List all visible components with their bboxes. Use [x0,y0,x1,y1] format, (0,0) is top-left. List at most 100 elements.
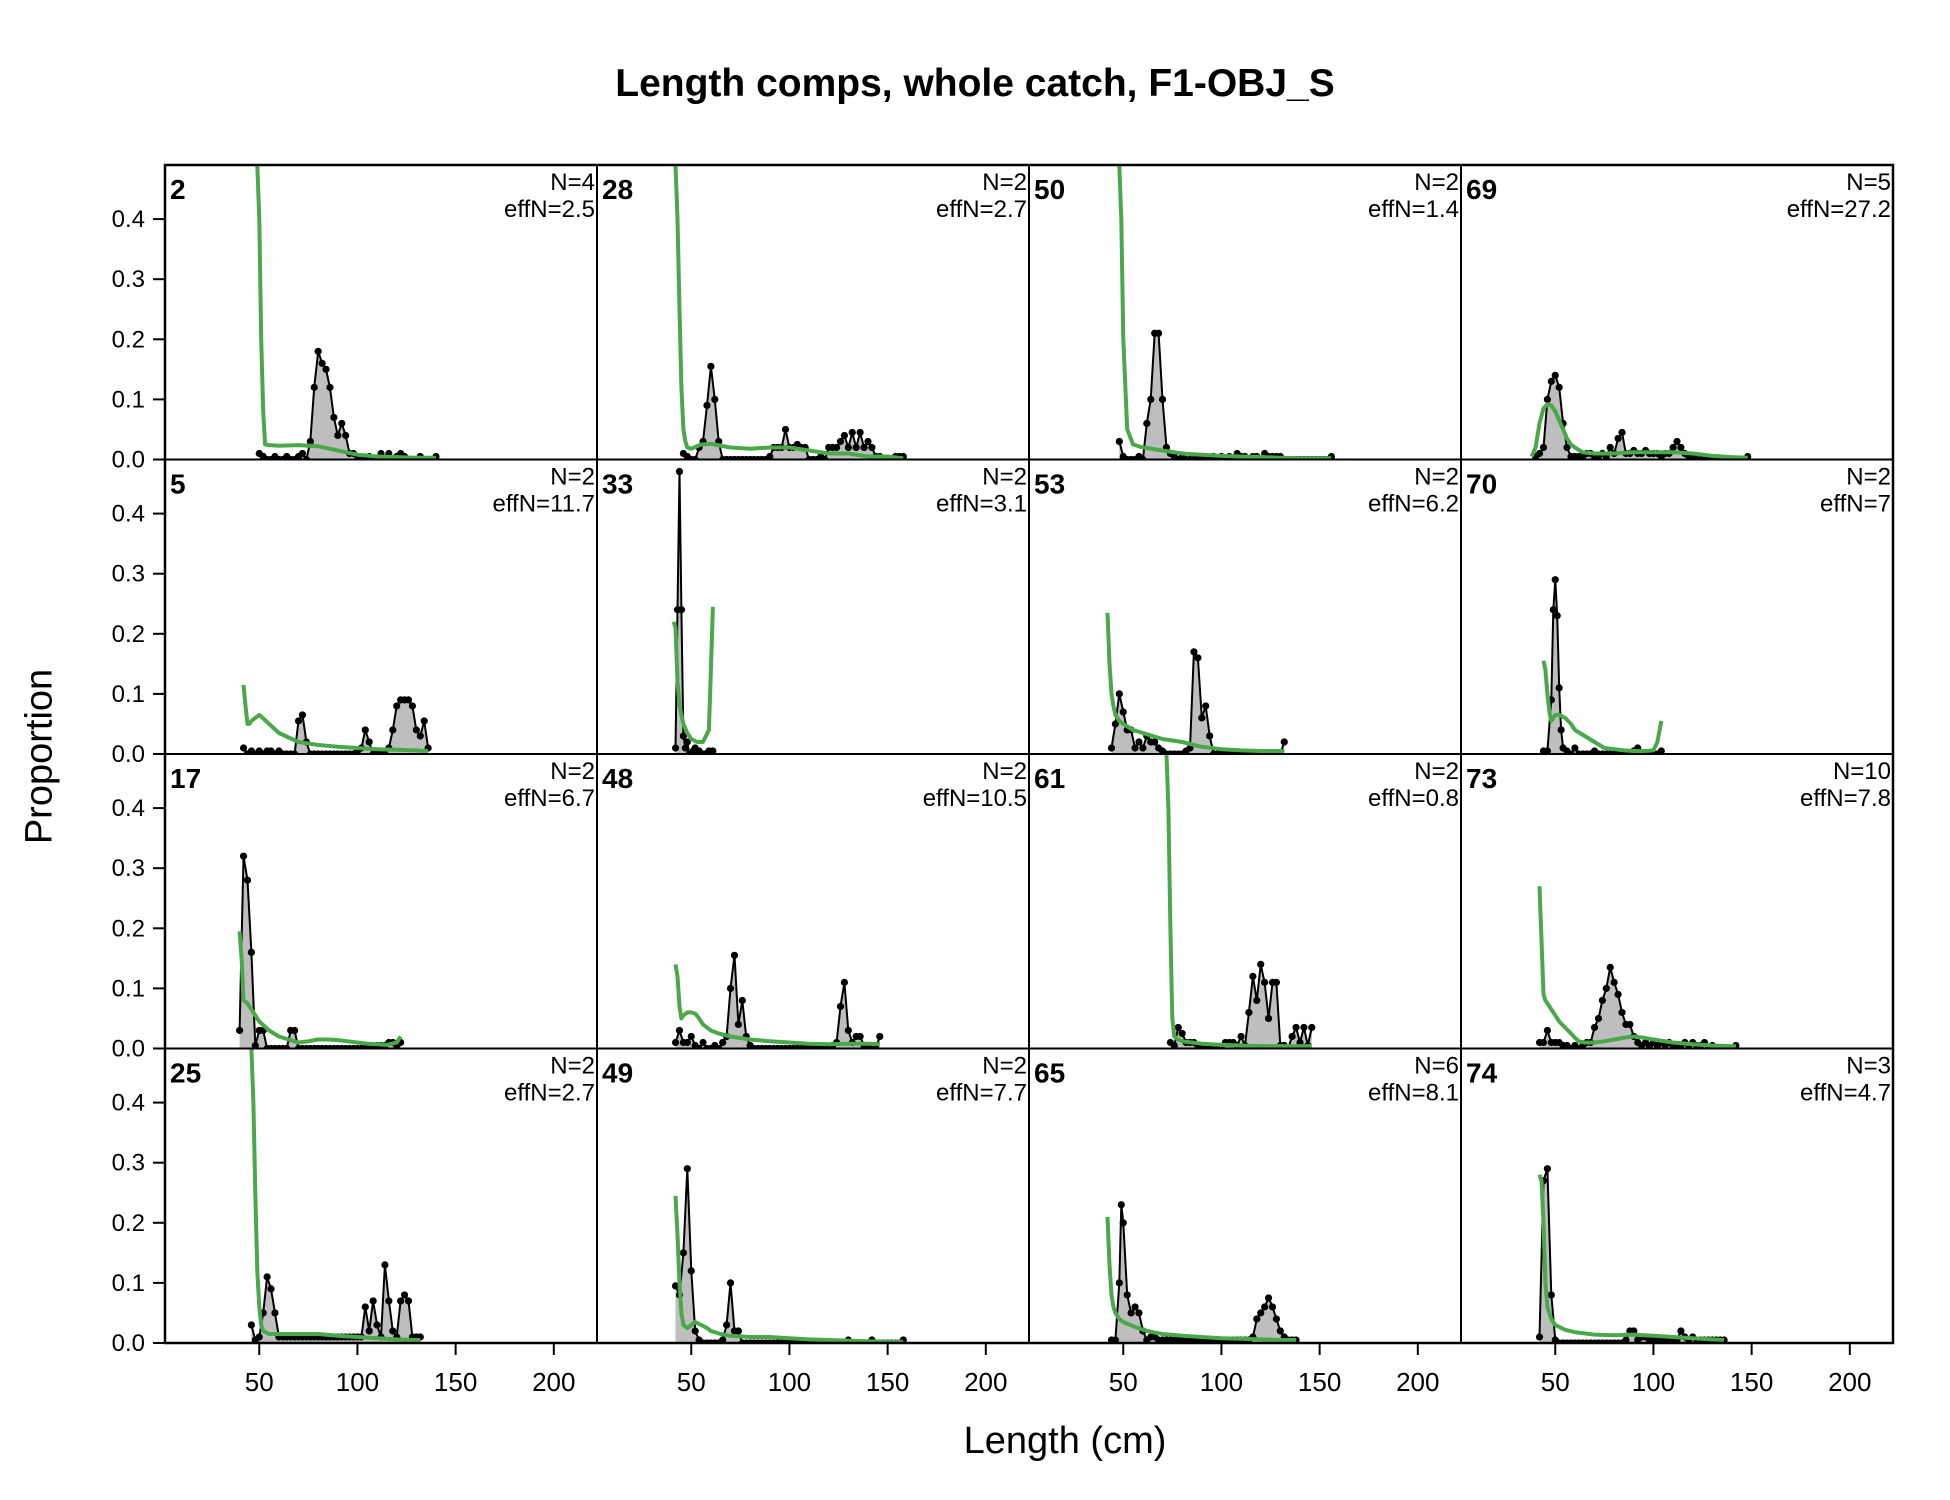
observed-point [1272,978,1281,986]
expected-line [671,606,715,744]
y-tick-label: 0.4 [112,1090,145,1117]
observed-point [1551,576,1559,584]
observed-point [1268,1303,1277,1311]
y-axis-title: Proportion [18,668,61,845]
x-axis-title: Length (cm) [963,1420,1167,1462]
observed-point [1598,996,1606,1005]
observed-point [385,1297,393,1305]
observed-point [255,1333,263,1341]
observed-point [1194,654,1202,662]
observed-point [318,359,326,367]
observed-point [1543,747,1551,754]
observed-point [1618,428,1626,437]
x-tick-label: 200 [1828,1367,1871,1397]
panel-effn: effN=10.5 [923,785,1027,812]
observed-point [1135,738,1143,746]
observed-point [687,1032,695,1041]
observed-point [1198,714,1206,722]
observed-line [1538,1168,1725,1343]
observed-point [369,1297,377,1305]
observed-point [314,347,322,355]
observed-point [243,876,252,884]
observed-point [726,984,735,992]
panel-effn: effN=7.8 [1800,785,1891,812]
observed-point [291,1026,299,1035]
observed-point [1117,1201,1125,1209]
observed-point [404,696,413,704]
panel-n: N=3 [1846,1053,1891,1080]
observed-point [271,1309,279,1317]
expected-line [237,931,403,1047]
observed-point [412,726,420,734]
panel-effn: effN=2.7 [504,1080,595,1107]
panel-effn: effN=3.1 [936,491,1027,518]
panel-n: N=2 [1414,464,1459,491]
panel-effn: effN=27.2 [1787,196,1891,223]
observed-point [840,978,849,986]
observed-point [1594,1014,1603,1023]
observed-point [781,425,790,434]
observed-point [683,1165,691,1173]
observed-point [1557,726,1565,734]
expected-line [1541,660,1664,753]
panel-n: N=2 [550,1053,595,1080]
observed-point [1308,1023,1316,1032]
observed-point [1264,1014,1273,1023]
observed-line [258,350,437,460]
observed-point [1571,744,1579,752]
observed-point [1551,371,1559,379]
y-tick-label: 0.3 [112,561,145,588]
observed-point [263,1273,271,1281]
observed-point [389,1327,397,1335]
observed-point [683,1038,691,1047]
observed-point [298,711,307,719]
observed-point [681,744,689,752]
observed-point [1543,1165,1551,1173]
observed-point [236,1026,244,1035]
observed-point [1614,434,1622,443]
y-tick-label: 0.3 [112,855,145,882]
observed-point [1111,1336,1119,1343]
x-tick-label: 100 [336,1367,379,1397]
observed-point [677,606,686,614]
observed-point [1257,960,1265,968]
panel-label: 69 [1466,174,1497,205]
observed-point [1253,996,1261,1005]
x-tick-label: 150 [1298,1367,1341,1397]
y-tick-label: 0.1 [112,386,145,413]
panel-effn: effN=4.7 [1800,1080,1891,1107]
observed-point [1549,606,1557,614]
x-tick-label: 200 [1396,1367,1439,1397]
observed-point [1111,720,1119,728]
panel-n: N=5 [1846,169,1891,196]
panel-effn: effN=7.7 [936,1080,1027,1107]
observed-point [1115,437,1123,446]
observed-point [306,437,314,446]
observed-point [726,1279,735,1287]
expected-line [673,1195,904,1343]
observed-line [674,955,881,1049]
panel-effn: effN=6.2 [1368,491,1459,518]
y-tick-label: 0.4 [112,795,145,822]
observed-point [1139,744,1147,752]
observed-area [675,1168,904,1343]
observed-point [1131,1303,1139,1311]
observed-point [1119,708,1127,716]
observed-point [389,726,397,734]
observed-point [247,1321,255,1329]
observed-area [1539,1168,1725,1343]
panel-n: N=2 [1414,169,1459,196]
observed-point [247,948,255,956]
observed-point [1245,1008,1253,1017]
x-tick-label: 100 [1200,1367,1243,1397]
observed-point [1618,1008,1626,1017]
observed-point [397,1297,405,1305]
